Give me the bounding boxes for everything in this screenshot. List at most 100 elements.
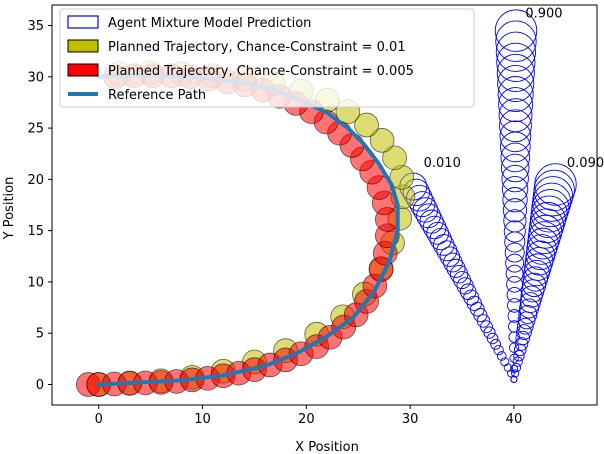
prediction-probability-label: 0.090 (567, 156, 604, 171)
x-tick-label: 10 (194, 412, 211, 427)
prediction-circle (500, 153, 530, 183)
axes: 0 10 20 30 40 0 5 10 15 20 25 30 35 (27, 19, 522, 427)
x-tick-label: 0 (95, 412, 103, 427)
prediction-circle (493, 345, 504, 356)
annotations: 0.900 0.010 0.090 (424, 6, 604, 171)
prediction-circle (500, 357, 510, 367)
prediction-circle (502, 198, 528, 223)
prediction-circle (456, 277, 474, 295)
prediction-circle (436, 240, 458, 262)
prediction-circle (501, 164, 529, 193)
y-tick-label: 30 (27, 70, 44, 85)
prediction-circle (514, 337, 529, 351)
y-tick-label: 5 (36, 327, 44, 342)
prediction-circle (499, 109, 532, 143)
legend-box (59, 8, 475, 108)
prediction-circle (494, 9, 538, 52)
prediction-circle (422, 215, 447, 240)
prediction-circle (496, 53, 535, 92)
legend: Agent Mixture Model Prediction Planned Tr… (59, 8, 475, 108)
y-axis-label: Y Position (2, 177, 17, 241)
prediction-circle (533, 169, 575, 212)
prediction-circle (426, 221, 450, 245)
prediction-circle (508, 342, 520, 353)
y-tick-label: 10 (27, 275, 44, 290)
prediction-circle (486, 332, 499, 345)
y-tick-label: 20 (27, 173, 44, 188)
prediction-circle (505, 253, 525, 273)
prediction-circle (497, 76, 534, 113)
prediction-circle (506, 275, 523, 293)
prediction-circle (525, 240, 556, 271)
x-tick-label: 40 (506, 412, 523, 427)
y-tick-label: 25 (27, 122, 44, 137)
prediction-circle (504, 242, 525, 263)
y-tick-label: 15 (27, 224, 44, 239)
x-tick-label: 30 (402, 412, 419, 427)
planned-trajectory-layer (75, 60, 416, 397)
prediction-circle (498, 98, 533, 133)
prediction-circle (439, 246, 461, 267)
prediction-circle (527, 227, 559, 260)
legend-marker-filled (67, 39, 99, 53)
prediction-circle (506, 286, 523, 303)
prediction-circle (516, 324, 532, 340)
prediction-circle (453, 271, 471, 289)
prediction-circle (495, 31, 537, 72)
prediction-circle (524, 253, 552, 281)
agent-prediction-layer (399, 9, 577, 383)
legend-entry-label: Planned Trajectory, Chance-Constraint = … (108, 64, 414, 79)
prediction-circle (511, 362, 522, 373)
prediction-circle (534, 163, 577, 206)
prediction-circle (513, 350, 525, 362)
y-tick-label: 35 (27, 19, 44, 34)
prediction-circle (500, 142, 531, 173)
legend-entry-label: Agent Mixture Model Prediction (108, 16, 311, 31)
prediction-circle (529, 201, 566, 238)
prediction-circle (449, 264, 469, 284)
prediction-circle (511, 369, 520, 378)
prediction-circle (501, 175, 529, 203)
prediction-circle (502, 187, 528, 213)
prediction-circle (490, 338, 502, 350)
prediction-circle (497, 64, 535, 103)
prediction-circle (527, 221, 561, 255)
prediction-circle (443, 252, 463, 273)
prediction-circle (510, 375, 518, 383)
prediction-probability-label: 0.010 (424, 156, 461, 171)
prediction-circle (503, 220, 526, 243)
prediction-circle (459, 283, 477, 300)
prediction-circle (526, 234, 557, 265)
prediction-probability-label: 0.900 (525, 6, 562, 21)
prediction-circle (496, 42, 536, 82)
prediction-circle (446, 258, 466, 278)
prediction-circle (503, 209, 527, 233)
trajectory-001-circle (354, 112, 379, 138)
prediction-circle (496, 351, 507, 361)
prediction-circle (499, 120, 532, 153)
prediction-circle (503, 363, 513, 372)
trajectory-001-circle (382, 145, 407, 171)
prediction-circle (515, 330, 531, 346)
legend-marker-filled (67, 63, 99, 77)
prediction-circle (512, 356, 523, 367)
trajectory-001-circle (369, 128, 395, 153)
prediction-circle (528, 214, 563, 249)
legend-entry-label: Reference Path (108, 88, 206, 103)
prediction-circle (498, 87, 534, 123)
plot-frame (51, 4, 598, 406)
y-tick-label: 0 (36, 378, 44, 393)
prediction-circle (419, 209, 444, 234)
prediction-circle (508, 331, 520, 343)
prediction-circle (507, 298, 522, 313)
prediction-circle (508, 320, 521, 333)
prediction-circle (505, 264, 524, 283)
x-axis-label: X Position (295, 440, 359, 454)
x-tick-label: 20 (298, 412, 315, 427)
legend-entry-label: Planned Trajectory, Chance-Constraint = … (108, 40, 406, 55)
prediction-circle (495, 20, 537, 62)
prediction-circle (463, 289, 480, 306)
prediction-circle (507, 309, 522, 323)
legend-marker-open (67, 15, 99, 29)
